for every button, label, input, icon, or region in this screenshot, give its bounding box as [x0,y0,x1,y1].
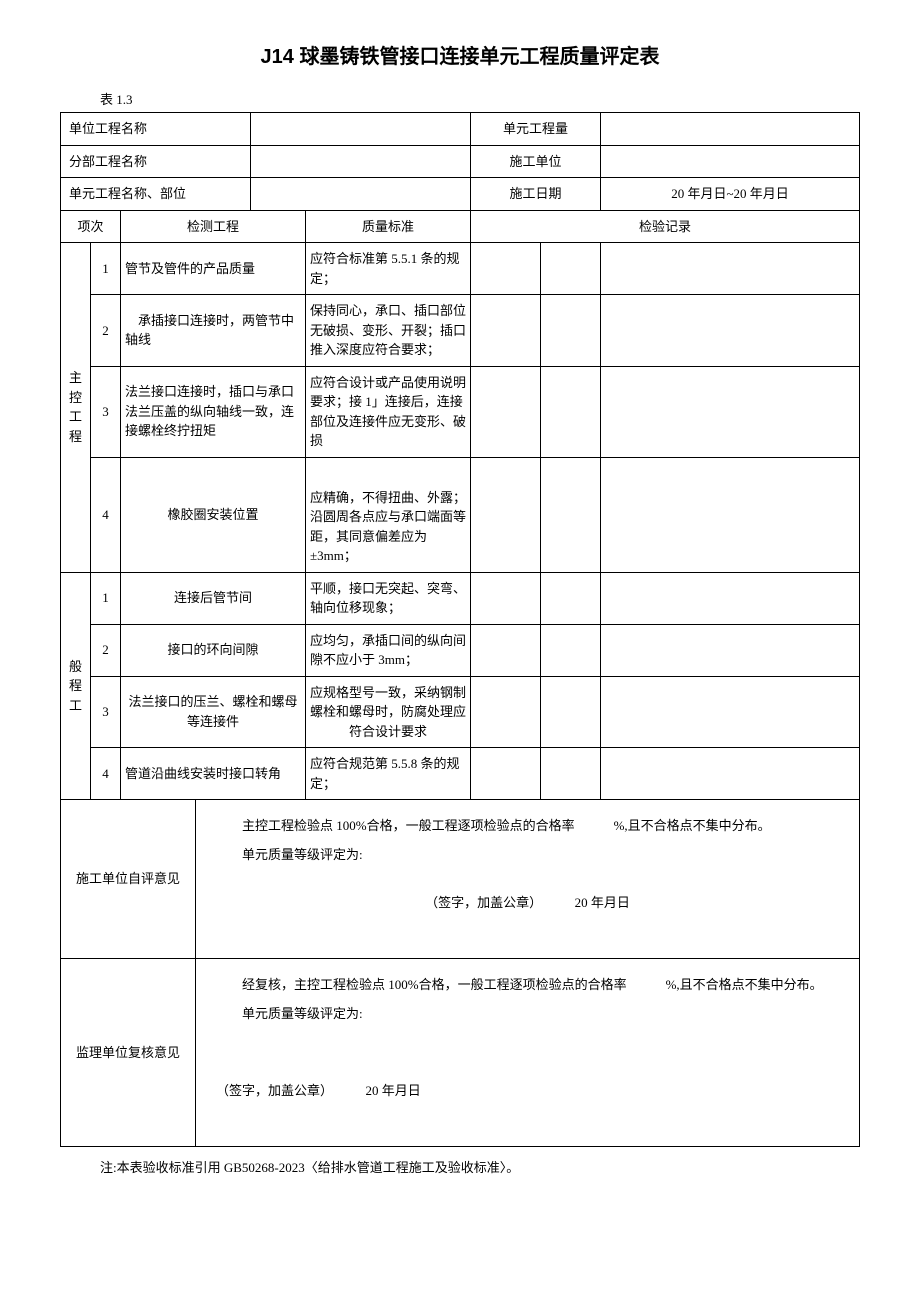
quality-evaluation-table: 单位工程名称 单元工程量 分部工程名称 施工单位 单元工程名称、部位 施工日期 … [60,112,860,1147]
construction-unit-value [601,145,860,178]
mc-row1-rec3 [601,243,860,295]
col-header-standard: 质量标准 [306,210,471,243]
col-header-record: 检验记录 [471,210,860,243]
general-label: 般程工 [61,572,91,800]
gen-row3-std: 应规格型号一致，采纳钢制螺栓和螺母时，防腐处理应符合设计要求 [306,676,471,748]
mc-row4-std: 应精确，不得扭曲、外露；沿圆周各点应与承口端面等距，其同意偏差应为±3mm； [306,457,471,572]
mc-row1-rec2 [541,243,601,295]
mc-row3-rec2 [541,366,601,457]
review-opinion-text2: 单元质量等级评定为: [216,1000,839,1029]
gen-row4-rec1 [471,748,541,800]
gen-row3-rec3 [601,676,860,748]
review-opinion-label: 监理单位复核意见 [61,959,196,1147]
gen-row4-std: 应符合规范第 5.5.8 条的规定； [306,748,471,800]
mc-row3-rec3 [601,366,860,457]
mc-row2-std: 保持同心，承口、插口部位无破损、变形、开裂；插口推入深度应符合要求； [306,295,471,367]
gen-row3-num: 3 [91,676,121,748]
gen-row3-rec2 [541,676,601,748]
construction-date-value: 20 年月日~20 年月日 [601,178,860,211]
unit-project-part-label: 单元工程名称、部位 [61,178,251,211]
division-project-name-label: 分部工程名称 [61,145,251,178]
gen-row2-std: 应均匀，承插口间的纵向间隙不应小于 3mm； [306,624,471,676]
self-opinion-label: 施工单位自评意见 [61,800,196,959]
gen-row1-rec1 [471,572,541,624]
mc-row2-rec2 [541,295,601,367]
document-title: J14 球墨铸铁管接口连接单元工程质量评定表 [60,40,860,69]
mc-row1-rec1 [471,243,541,295]
gen-row4-rec3 [601,748,860,800]
mc-row3-rec1 [471,366,541,457]
mc-row1-num: 1 [91,243,121,295]
mc-row2-rec3 [601,295,860,367]
unit-project-qty-label: 单元工程量 [471,113,601,146]
gen-row1-std: 平顺，接口无突起、突弯、轴向位移现象； [306,572,471,624]
mc-row4-rec3 [601,457,860,572]
gen-row1-item: 连接后管节间 [121,572,306,624]
mc-row2-item: 承插接口连接时，两管节中轴线 [121,295,306,367]
self-opinion-cell: 主控工程检验点 100%合格，一般工程逐项检验点的合格率 %,且不合格点不集中分… [196,800,860,959]
gen-row4-item: 管道沿曲线安装时接口转角 [121,748,306,800]
gen-row4-rec2 [541,748,601,800]
mc-row4-num: 4 [91,457,121,572]
self-opinion-text2: 单元质量等级评定为: [216,841,839,870]
construction-unit-label: 施工单位 [471,145,601,178]
mc-row3-std: 应符合设计或产品使用说明要求；接 1」连接后，连接部位及连接件应无变形、破损 [306,366,471,457]
unit-project-qty-value [601,113,860,146]
gen-row1-rec2 [541,572,601,624]
main-control-label: 主控工程 [61,243,91,573]
gen-row3-rec1 [471,676,541,748]
review-opinion-cell: 经复核，主控工程检验点 100%合格，一般工程逐项检验点的合格率 %,且不合格点… [196,959,860,1147]
table-number-label: 表 1.3 [100,89,860,108]
mc-row4-rec1 [471,457,541,572]
review-opinion-text1: 经复核，主控工程检验点 100%合格，一般工程逐项检验点的合格率 %,且不合格点… [216,971,839,1000]
self-opinion-sig: （签字，加盖公章） 20 年月日 [216,889,839,918]
gen-row2-rec3 [601,624,860,676]
footnote: 注:本表验收标准引用 GB50268-2023〈给排水管道工程施工及验收标准〉。 [100,1157,860,1176]
unit-project-name-label: 单位工程名称 [61,113,251,146]
gen-row3-item: 法兰接口的压兰、螺栓和螺母等连接件 [121,676,306,748]
gen-row1-num: 1 [91,572,121,624]
division-project-name-value [251,145,471,178]
mc-row4-rec2 [541,457,601,572]
construction-date-label: 施工日期 [471,178,601,211]
mc-row3-item: 法兰接口连接时，插口与承口法兰压盖的纵向轴线一致，连接螺栓终拧扭矩 [121,366,306,457]
col-header-itemno: 项次 [61,210,121,243]
gen-row1-rec3 [601,572,860,624]
unit-project-name-value [251,113,471,146]
col-header-inspection: 检测工程 [121,210,306,243]
review-opinion-sig: （签字，加盖公章） 20 年月日 [216,1077,839,1106]
self-opinion-text1: 主控工程检验点 100%合格，一般工程逐项检验点的合格率 %,且不合格点不集中分… [216,812,839,841]
gen-row2-num: 2 [91,624,121,676]
mc-row1-std: 应符合标准第 5.5.1 条的规定； [306,243,471,295]
unit-project-part-value [251,178,471,211]
gen-row2-rec1 [471,624,541,676]
mc-row2-num: 2 [91,295,121,367]
gen-row4-num: 4 [91,748,121,800]
gen-row2-rec2 [541,624,601,676]
mc-row1-item: 管节及管件的产品质量 [121,243,306,295]
mc-row2-rec1 [471,295,541,367]
gen-row2-item: 接口的环向间隙 [121,624,306,676]
mc-row3-num: 3 [91,366,121,457]
mc-row4-item: 橡胶圈安装位置 [121,457,306,572]
